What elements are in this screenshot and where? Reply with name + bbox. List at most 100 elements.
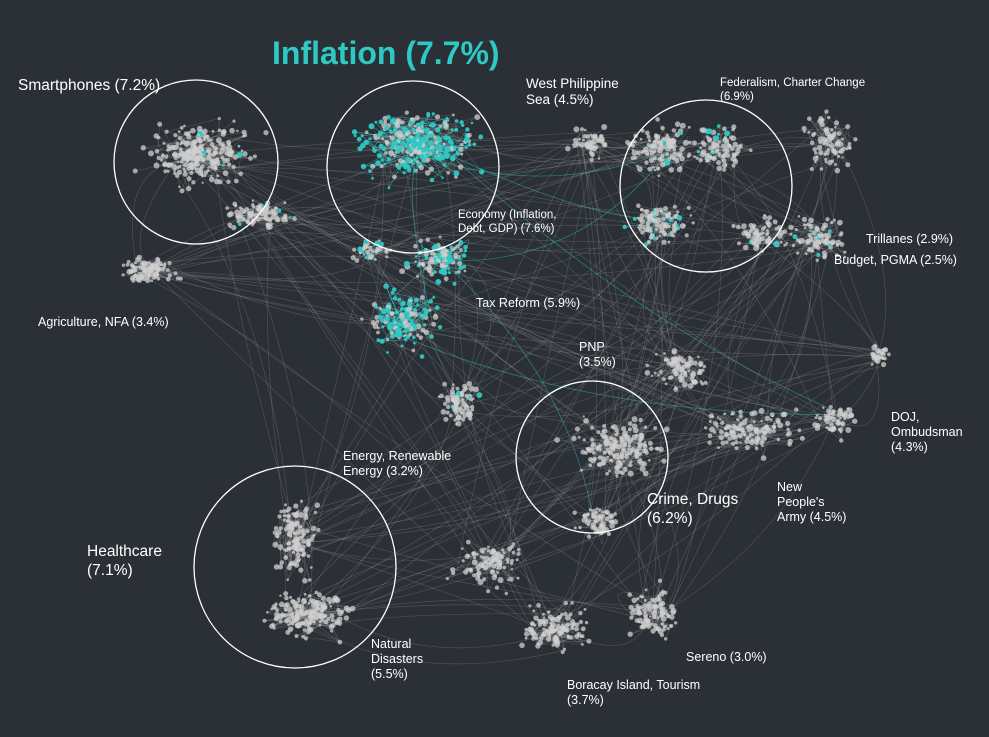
network-node <box>674 121 681 127</box>
network-node <box>156 155 161 161</box>
network-node <box>126 259 131 264</box>
network-edge <box>806 253 825 258</box>
network-node <box>231 224 237 231</box>
network-node <box>646 134 651 139</box>
network-edge <box>651 155 677 382</box>
network-node <box>643 425 648 430</box>
network-edge <box>379 217 651 256</box>
network-edge <box>633 140 650 146</box>
network-edge <box>297 435 720 603</box>
network-node <box>435 279 442 285</box>
network-node <box>642 470 649 477</box>
network-edge <box>302 613 543 632</box>
network-edge <box>167 265 407 324</box>
network-node <box>428 132 434 138</box>
network-node <box>459 248 463 252</box>
network-edge <box>289 215 680 510</box>
network-node <box>738 409 743 415</box>
network-node <box>226 139 232 145</box>
network-node <box>159 158 164 162</box>
network-edge <box>494 577 519 579</box>
network-edge <box>267 608 318 613</box>
network-node <box>403 260 410 267</box>
network-node <box>825 131 831 137</box>
network-node <box>819 167 824 171</box>
network-node <box>445 398 451 404</box>
network-node <box>592 451 596 455</box>
network-node <box>612 453 619 460</box>
network-node <box>166 169 170 173</box>
network-node <box>670 233 674 238</box>
network-node <box>665 133 669 137</box>
network-node <box>222 170 229 177</box>
network-edge <box>638 611 662 617</box>
network-node <box>776 419 781 425</box>
network-node <box>389 311 395 316</box>
network-node <box>723 412 726 416</box>
network-node <box>363 140 366 143</box>
network-node <box>434 127 441 133</box>
network-node <box>201 181 204 184</box>
network-edge <box>289 430 751 517</box>
network-node <box>464 249 467 253</box>
network-node <box>435 253 439 256</box>
network-node <box>721 162 728 169</box>
network-node <box>377 136 380 140</box>
network-edge <box>834 220 843 245</box>
network-node <box>222 150 225 153</box>
network-edge <box>591 140 826 247</box>
network-node <box>197 138 200 141</box>
network-edge <box>300 128 385 529</box>
network-node <box>686 205 691 210</box>
network-node <box>692 360 698 366</box>
network-node <box>420 295 425 300</box>
network-node <box>610 459 614 463</box>
network-node <box>217 179 223 185</box>
network-node <box>804 223 808 227</box>
network-edge <box>295 418 841 545</box>
network-node <box>648 459 651 462</box>
network-node <box>431 246 435 250</box>
network-node <box>718 152 722 156</box>
network-node <box>597 462 603 468</box>
network-node <box>360 142 366 149</box>
network-node <box>422 307 426 311</box>
network-node <box>601 429 605 433</box>
network-node <box>741 223 747 229</box>
network-node <box>875 360 879 364</box>
network-edge <box>665 626 672 640</box>
network-node <box>809 167 814 172</box>
network-node <box>197 170 204 176</box>
network-node <box>387 186 391 190</box>
network-node <box>665 213 671 219</box>
network-node <box>812 147 817 152</box>
network-node <box>792 234 798 240</box>
network-node <box>750 428 753 431</box>
network-edge <box>573 429 667 439</box>
network-node <box>416 274 420 279</box>
network-edge <box>490 229 768 568</box>
network-node <box>834 167 841 174</box>
network-node <box>697 355 700 359</box>
network-node <box>399 307 404 311</box>
network-node <box>651 166 654 169</box>
network-node <box>232 154 238 160</box>
network-node <box>812 239 818 244</box>
network-node <box>655 217 662 224</box>
network-edge <box>568 239 660 613</box>
network-node <box>465 146 468 150</box>
network-edge <box>715 142 839 422</box>
network-node <box>675 362 681 367</box>
network-node <box>153 162 160 169</box>
network-node <box>404 110 409 115</box>
network-edge <box>672 226 763 606</box>
network-edge <box>453 384 467 397</box>
network-edge <box>287 533 304 580</box>
network-node <box>794 407 799 412</box>
network-node <box>432 151 435 154</box>
network-edge <box>458 270 562 635</box>
network-edge <box>731 413 768 431</box>
network-edge <box>294 228 643 619</box>
network-edge <box>380 292 393 310</box>
network-node <box>140 145 146 151</box>
